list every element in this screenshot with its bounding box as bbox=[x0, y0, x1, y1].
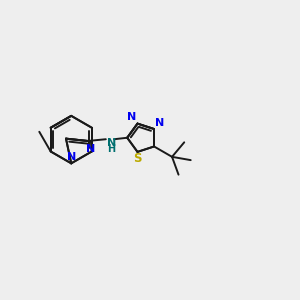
Text: N: N bbox=[86, 144, 96, 154]
Text: N: N bbox=[155, 118, 164, 128]
Text: N: N bbox=[67, 152, 76, 162]
Text: H: H bbox=[107, 144, 116, 154]
Text: N: N bbox=[127, 112, 136, 122]
Text: S: S bbox=[133, 152, 142, 166]
Text: N: N bbox=[107, 138, 116, 148]
